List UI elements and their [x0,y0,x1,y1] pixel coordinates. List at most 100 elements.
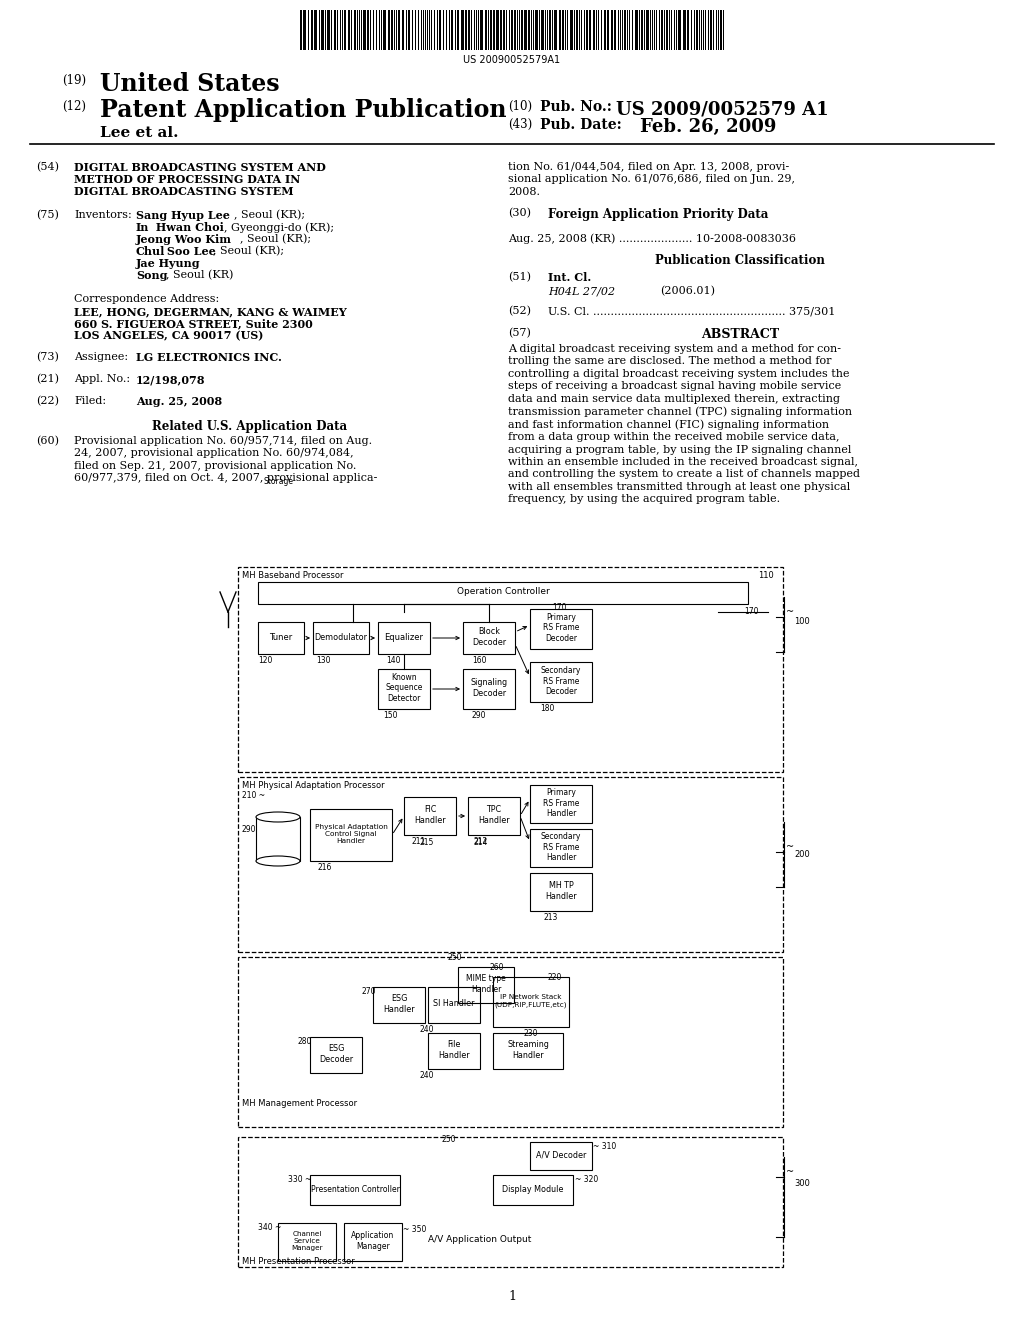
Bar [586,11,588,50]
Bar [451,11,453,50]
Bar [378,669,430,709]
Text: 1: 1 [508,1290,516,1303]
Text: ~ 350: ~ 350 [403,1225,426,1234]
Text: DIGITAL BROADCASTING SYSTEM AND: DIGITAL BROADCASTING SYSTEM AND [74,162,326,173]
Text: 270: 270 [362,987,377,997]
Bar [398,11,400,50]
Bar [463,669,515,709]
Bar [463,622,515,653]
Bar [310,809,392,861]
Text: Application
Manager: Application Manager [351,1232,394,1251]
Text: Appl. No.:: Appl. No.: [74,374,130,384]
Text: MH Presentation Processor: MH Presentation Processor [242,1257,354,1266]
Text: ~: ~ [786,842,795,851]
Bar [258,622,304,653]
Text: Storage: Storage [263,477,293,486]
Bar [530,609,592,649]
Text: (51): (51) [508,272,531,282]
Text: 220: 220 [548,973,562,982]
Bar [720,11,722,50]
Text: MH Physical Adaptation Processor: MH Physical Adaptation Processor [242,781,385,789]
Bar [530,829,592,867]
Text: 140: 140 [386,656,400,665]
Text: Block
Decoder: Block Decoder [472,627,506,647]
Text: , Seoul (KR);: , Seoul (KR); [240,234,311,244]
Text: US 20090052579A1: US 20090052579A1 [464,55,560,65]
Text: 300: 300 [794,1179,810,1188]
Text: Foreign Application Priority Data: Foreign Application Priority Data [548,209,768,220]
Bar [490,11,492,50]
Text: (52): (52) [508,306,531,317]
Ellipse shape [256,812,300,822]
Text: Primary
RS Frame
Handler: Primary RS Frame Handler [543,788,580,818]
Bar [514,11,516,50]
Text: SI Handler: SI Handler [433,999,475,1008]
Bar [428,987,480,1023]
Text: MH Baseband Processor: MH Baseband Processor [242,572,343,579]
Text: DIGITAL BROADCASTING SYSTEM: DIGITAL BROADCASTING SYSTEM [74,186,294,197]
Text: FIC
Handler: FIC Handler [414,805,445,825]
Text: (57): (57) [508,327,530,338]
Text: Feb. 26, 2009: Feb. 26, 2009 [640,117,776,136]
Text: Demodulator: Demodulator [314,632,368,642]
Bar [344,1224,402,1261]
Text: ~ 310: ~ 310 [593,1142,616,1151]
Text: Secondary
RS Frame
Handler: Secondary RS Frame Handler [541,832,582,862]
Text: Signaling
Decoder: Signaling Decoder [470,678,508,698]
Text: 240: 240 [420,1026,434,1034]
Text: (21): (21) [36,374,59,384]
Bar [589,11,591,50]
Bar [334,11,336,50]
Text: ~: ~ [786,1167,795,1177]
Text: Int. Cl.: Int. Cl. [548,272,591,282]
Bar [428,1034,480,1069]
Text: Inventors:: Inventors: [74,210,132,220]
Text: LG ELECTRONICS INC.: LG ELECTRONICS INC. [136,352,282,363]
Text: (12): (12) [62,100,86,114]
Text: (73): (73) [36,352,58,362]
Text: Pub. No.:: Pub. No.: [540,100,612,114]
Text: 210 ~: 210 ~ [242,791,265,800]
Bar [604,11,606,50]
Bar [666,11,668,50]
Bar [408,11,410,50]
Text: (2006.01): (2006.01) [660,286,715,296]
Bar [524,11,527,50]
Text: Publication Classification: Publication Classification [655,253,825,267]
Text: ESG
Decoder: ESG Decoder [318,1044,353,1064]
Text: 280: 280 [298,1038,312,1045]
Text: MIME type
Handler: MIME type Handler [466,974,506,994]
Text: 110: 110 [758,572,774,579]
Bar [607,11,609,50]
Bar [710,11,712,50]
Text: Aug. 25, 2008: Aug. 25, 2008 [136,396,222,407]
Text: (22): (22) [36,396,59,407]
Text: A/V Decoder: A/V Decoder [536,1151,586,1159]
Bar [383,11,386,50]
Text: ~ 320: ~ 320 [575,1175,598,1184]
Bar [635,11,638,50]
Text: 130: 130 [316,656,331,665]
Text: Presentation Controller: Presentation Controller [310,1184,399,1193]
Text: 290: 290 [242,825,256,834]
Text: 290: 290 [472,711,486,719]
Text: Chul: Chul [136,246,165,257]
Text: MH Management Processor: MH Management Processor [242,1100,357,1107]
Bar [641,11,643,50]
Text: Soo Lee: Soo Lee [163,246,216,257]
Bar [530,785,592,822]
Bar [570,11,573,50]
Bar [362,11,366,50]
Text: Display Module: Display Module [503,1184,563,1193]
Bar [493,11,495,50]
Bar [678,11,681,50]
Text: 170: 170 [744,607,759,616]
Bar [611,11,613,50]
Text: US 2009/0052579 A1: US 2009/0052579 A1 [616,100,828,117]
Text: Related U.S. Application Data: Related U.S. Application Data [153,420,347,433]
Bar [496,11,499,50]
Text: 260: 260 [490,964,505,972]
Ellipse shape [256,855,300,866]
Bar [624,11,626,50]
Text: Provisional application No. 60/957,714, filed on Aug.
24, 2007, provisional appl: Provisional application No. 60/957,714, … [74,436,378,483]
